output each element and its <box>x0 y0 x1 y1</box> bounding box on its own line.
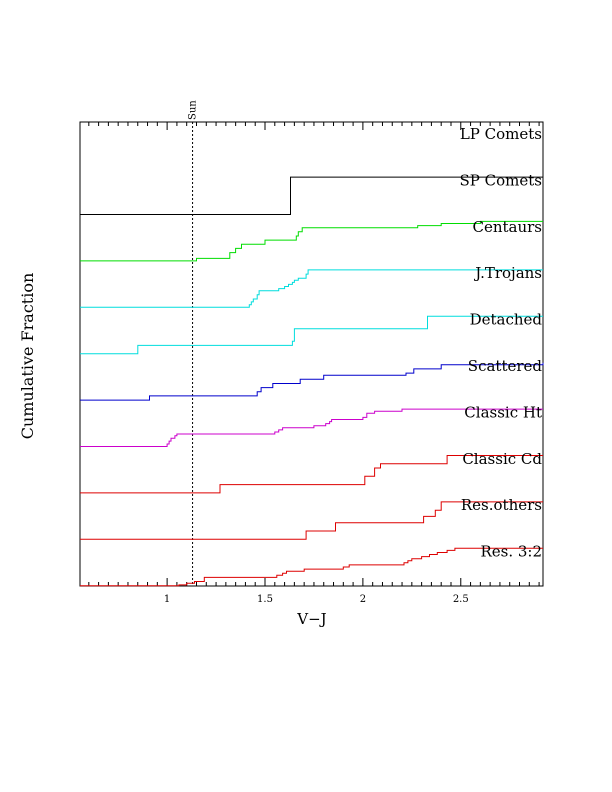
x-tick-label: 2.5 <box>453 594 469 605</box>
series-label: LP Comets <box>460 125 542 143</box>
series-label: Centaurs <box>472 218 542 236</box>
series-label: Classic Ht <box>464 403 542 421</box>
series-label: Res. 3:2 <box>480 543 542 561</box>
x-tick-label: 1 <box>164 594 170 605</box>
series-line-7 <box>80 455 543 494</box>
series-line-3 <box>80 269 543 308</box>
x-tick-label: 2 <box>360 594 366 605</box>
reference-line-group: Sun <box>188 100 199 586</box>
series-line-6 <box>80 408 543 447</box>
y-axis-label: Cumulative Fraction <box>18 273 37 440</box>
series-line-1 <box>80 176 543 215</box>
x-tick-labels: 1 1.5 2 2.5 <box>164 594 469 605</box>
series-label: Classic Cd <box>462 450 542 468</box>
axis-ticks <box>88 122 540 586</box>
series-label: J.Trojans <box>473 264 542 282</box>
series-label: Detached <box>470 311 543 329</box>
plot-frame <box>79 121 544 587</box>
series-labels: LP Comets SP Comets Centaurs J.Trojans Detac… <box>460 125 543 561</box>
series-line-5 <box>80 362 544 401</box>
series-line-4 <box>80 315 543 355</box>
x-axis-label: V−J <box>296 610 326 628</box>
x-tick-label: 1.5 <box>257 594 273 605</box>
sun-label: Sun <box>188 100 199 120</box>
series-line-8 <box>80 501 543 540</box>
series-label: Res.others <box>461 496 542 514</box>
series-label: Scattered <box>468 357 543 375</box>
series-group <box>80 176 544 587</box>
series-line-9 <box>80 547 543 587</box>
series-label: SP Comets <box>460 171 542 189</box>
series-line-2 <box>80 220 543 262</box>
